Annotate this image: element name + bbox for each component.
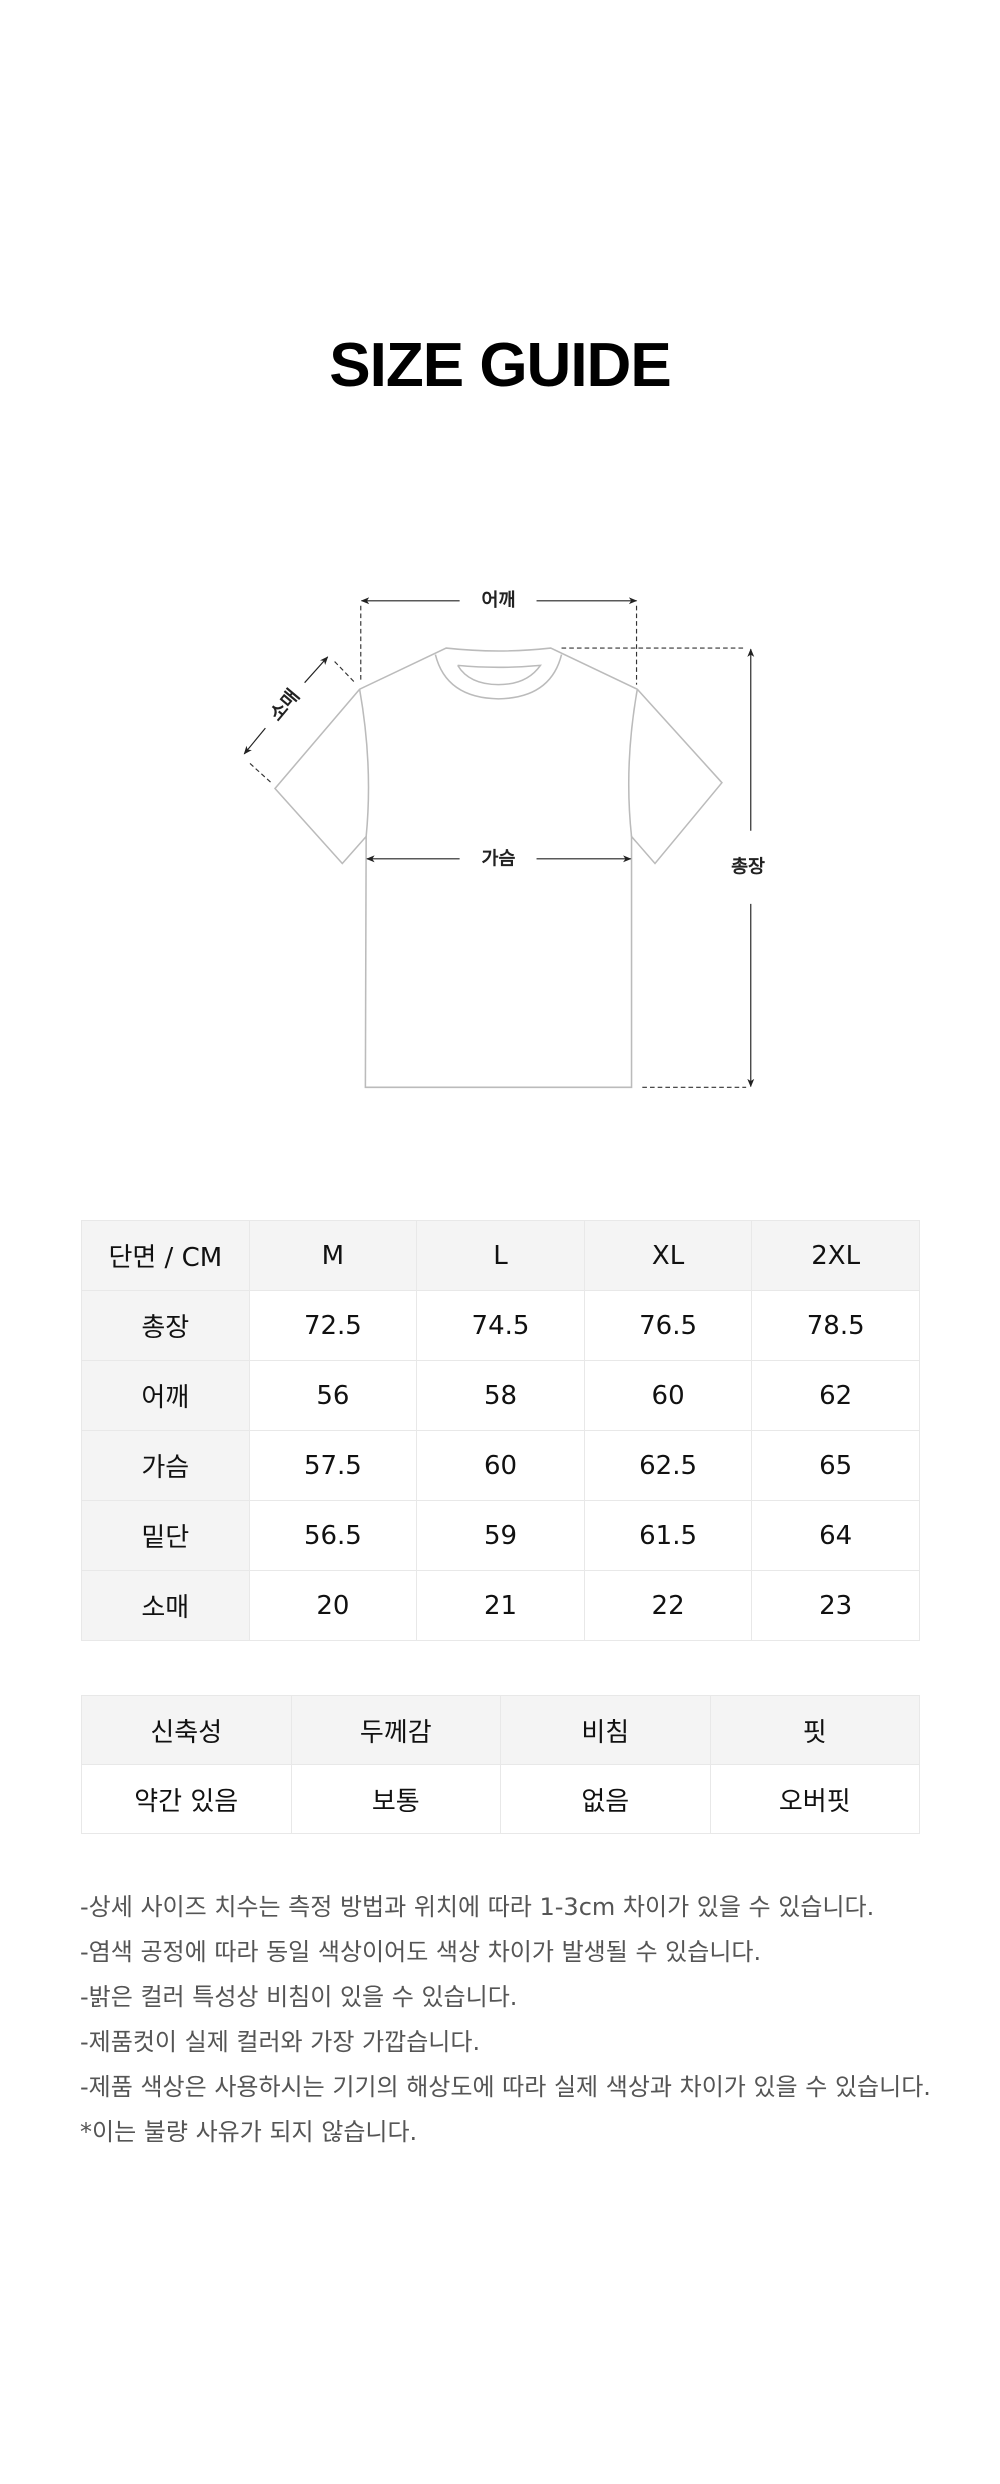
table-row: 밑단 56.5 59 61.5 64 (81, 1500, 920, 1571)
table-cell: 없음 (500, 1764, 711, 1834)
table-cell: 59 (416, 1500, 585, 1571)
table-cell: 21 (416, 1570, 585, 1641)
table-cell: 74.5 (416, 1290, 585, 1361)
row-label: 소매 (81, 1570, 250, 1641)
note-item: *이는 불량 사유가 되지 않습니다. (80, 2118, 418, 2146)
table-cell: 58 (416, 1360, 585, 1431)
shirt-body (273, 647, 723, 1089)
right-armhole-seam (627, 689, 639, 837)
table-cell: 23 (751, 1570, 920, 1641)
table-row: 어깨 56 58 60 62 (81, 1360, 920, 1431)
note-item: -염색 공정에 따라 동일 색상이어도 색상 차이가 발생될 수 있습니다. (80, 1938, 762, 1966)
table-cell: 약간 있음 (81, 1764, 292, 1834)
left-armhole-seam (358, 689, 370, 837)
dashed-guides (249, 605, 747, 1088)
sleeve-arrow-up (304, 656, 329, 684)
size-table: 단면 / CM M L XL 2XL 총장 72.5 74.5 76.5 78.… (81, 1220, 920, 1641)
table-cell: 64 (751, 1500, 920, 1571)
sleeve-arrow-down (243, 727, 266, 755)
header-cell: XL (583, 1220, 753, 1291)
header-cell: 핏 (709, 1695, 920, 1765)
table-header-row: 단면 / CM M L XL 2XL (81, 1220, 920, 1291)
table-cell: 오버핏 (709, 1764, 920, 1834)
header-cell: 두께감 (290, 1695, 501, 1765)
header-cell: 신축성 (81, 1695, 292, 1765)
page-title: SIZE GUIDE (329, 331, 671, 400)
table-cell: 76.5 (583, 1290, 753, 1361)
row-label: 어깨 (81, 1360, 250, 1431)
table-cell: 56 (248, 1360, 418, 1431)
header-cell: 단면 / CM (81, 1220, 250, 1291)
notes-list: -상세 사이즈 치수는 측정 방법과 위치에 따라 1-3cm 차이가 있을 수… (80, 1885, 980, 2155)
dashed-guide (249, 763, 272, 784)
table-row: 총장 72.5 74.5 76.5 78.5 (81, 1290, 920, 1361)
table-row: 가슴 57.5 60 62.5 65 (81, 1430, 920, 1501)
table-row: 약간 있음 보통 없음 오버핏 (81, 1764, 920, 1834)
table-cell: 72.5 (248, 1290, 418, 1361)
header-cell: 2XL (751, 1220, 920, 1291)
feature-table: 신축성 두께감 비침 핏 약간 있음 보통 없음 오버핏 (81, 1695, 920, 1834)
table-cell: 65 (751, 1430, 920, 1501)
table-cell: 60 (416, 1430, 585, 1501)
table-header-row: 신축성 두께감 비침 핏 (81, 1695, 920, 1765)
label-chest: 가슴 (481, 849, 515, 870)
header-cell: 비침 (500, 1695, 711, 1765)
note-item: -제품 색상은 사용하시는 기기의 해상도에 따라 실제 색상과 차이가 있을 … (80, 2073, 931, 2101)
collar-outer (434, 654, 563, 700)
note-item: -밝은 컬러 특성상 비침이 있을 수 있습니다. (80, 1983, 518, 2011)
table-cell: 60 (583, 1360, 753, 1431)
header-cell: M (248, 1220, 418, 1291)
note-item: -상세 사이즈 치수는 측정 방법과 위치에 따라 1-3cm 차이가 있을 수… (80, 1893, 875, 1921)
table-cell: 62.5 (583, 1430, 753, 1501)
row-label: 총장 (81, 1290, 250, 1361)
table-row: 소매 20 21 22 23 (81, 1570, 920, 1641)
measurement-arrows (243, 597, 755, 1088)
table-cell: 22 (583, 1570, 753, 1641)
table-cell: 56.5 (248, 1500, 418, 1571)
label-length: 총장 (731, 856, 765, 877)
table-cell: 보통 (290, 1764, 501, 1834)
row-label: 밑단 (81, 1500, 250, 1571)
dashed-guide (334, 661, 355, 682)
table-cell: 62 (751, 1360, 920, 1431)
row-label: 가슴 (81, 1430, 250, 1501)
collar-inner (457, 664, 542, 686)
label-sleeve: 소매 (266, 686, 304, 726)
table-cell: 78.5 (751, 1290, 920, 1361)
note-item: -제품컷이 실제 컬러와 가장 가깝습니다. (80, 2028, 481, 2056)
tshirt-size-diagram: 어깨 가슴 밑단 총장 소매 (243, 590, 765, 1089)
table-cell: 20 (248, 1570, 418, 1641)
header-cell: L (416, 1220, 585, 1291)
label-shoulder: 어깨 (481, 590, 515, 611)
tshirt-outline (273, 647, 723, 1089)
table-cell: 57.5 (248, 1430, 418, 1501)
table-cell: 61.5 (583, 1500, 753, 1571)
